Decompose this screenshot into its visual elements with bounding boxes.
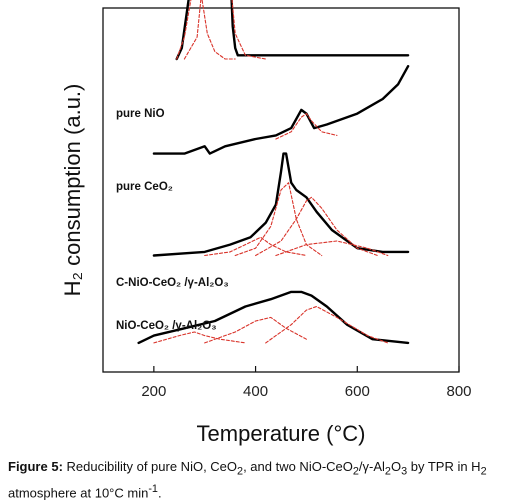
figure-caption: Figure 5: Reducibility of pure NiO, CeO2… <box>8 458 518 501</box>
peak-fit-line-4 <box>275 113 338 140</box>
x-tick-label: 600 <box>345 383 370 400</box>
tpr-profile-line-3 <box>152 64 410 155</box>
curves <box>137 0 410 345</box>
peak-fit-line-1 <box>176 0 236 60</box>
caption-text: Reducibility of pure NiO, CeO <box>62 459 238 474</box>
caption-text: . <box>157 484 162 500</box>
caption-sub: 2 <box>384 465 391 478</box>
caption-text: O <box>390 459 402 474</box>
x-tick-label: 400 <box>243 383 268 400</box>
curve-label-c-nio-ceo2-al2o3: C-NiO-CeO₂ /γ-Al₂O₃ <box>116 277 229 289</box>
tpr-profile-line-0 <box>175 0 410 61</box>
caption-sub: 2 <box>480 465 487 478</box>
x-axis-title: Temperature (°C) <box>197 421 366 446</box>
caption-sub: 3 <box>401 465 408 478</box>
curve-label-nio-ceo2-al2o3: NiO-CeO₂ /γ-Al₂O₃ <box>116 320 217 332</box>
caption-text: /γ-Al <box>358 459 385 474</box>
tpr-chart: 200 400 600 800 pure NiO pure CeO₂ C-NiO-Ce… <box>60 0 472 446</box>
plot-frame <box>102 7 460 373</box>
caption-text: by TPR in H <box>407 459 481 474</box>
curve-label-pure-nio: pure NiO <box>116 108 165 120</box>
peak-fit-line-7 <box>234 182 323 257</box>
caption-text: atmosphere at 10°C min <box>8 484 149 500</box>
tpr-profile-line-5 <box>152 152 410 257</box>
peak-fit-line-6 <box>204 236 307 257</box>
caption-sup: -1 <box>148 482 158 495</box>
caption-sub: 2 <box>352 465 359 478</box>
y-axis-title: H₂ consumption (a.u.) <box>60 84 85 297</box>
caption-label: Figure 5: <box>8 459 63 474</box>
peak-fit-line-9 <box>275 240 389 257</box>
peak-fit-line-2 <box>183 0 267 60</box>
peak-fit-line-12 <box>204 316 307 344</box>
peak-fit-line-8 <box>255 196 379 257</box>
x-tick-label: 200 <box>141 383 166 400</box>
x-axis-ticks: 200 400 600 800 <box>141 366 472 400</box>
peak-fit-line-13 <box>265 305 389 344</box>
tpr-profile-line-10 <box>137 290 410 345</box>
caption-sub: 2 <box>237 465 244 478</box>
curve-label-pure-ceo2: pure CeO₂ <box>116 181 173 193</box>
x-tick-label: 800 <box>446 383 471 400</box>
caption-text: , and two NiO-CeO <box>243 459 353 474</box>
peak-fit-line-11 <box>153 331 246 344</box>
